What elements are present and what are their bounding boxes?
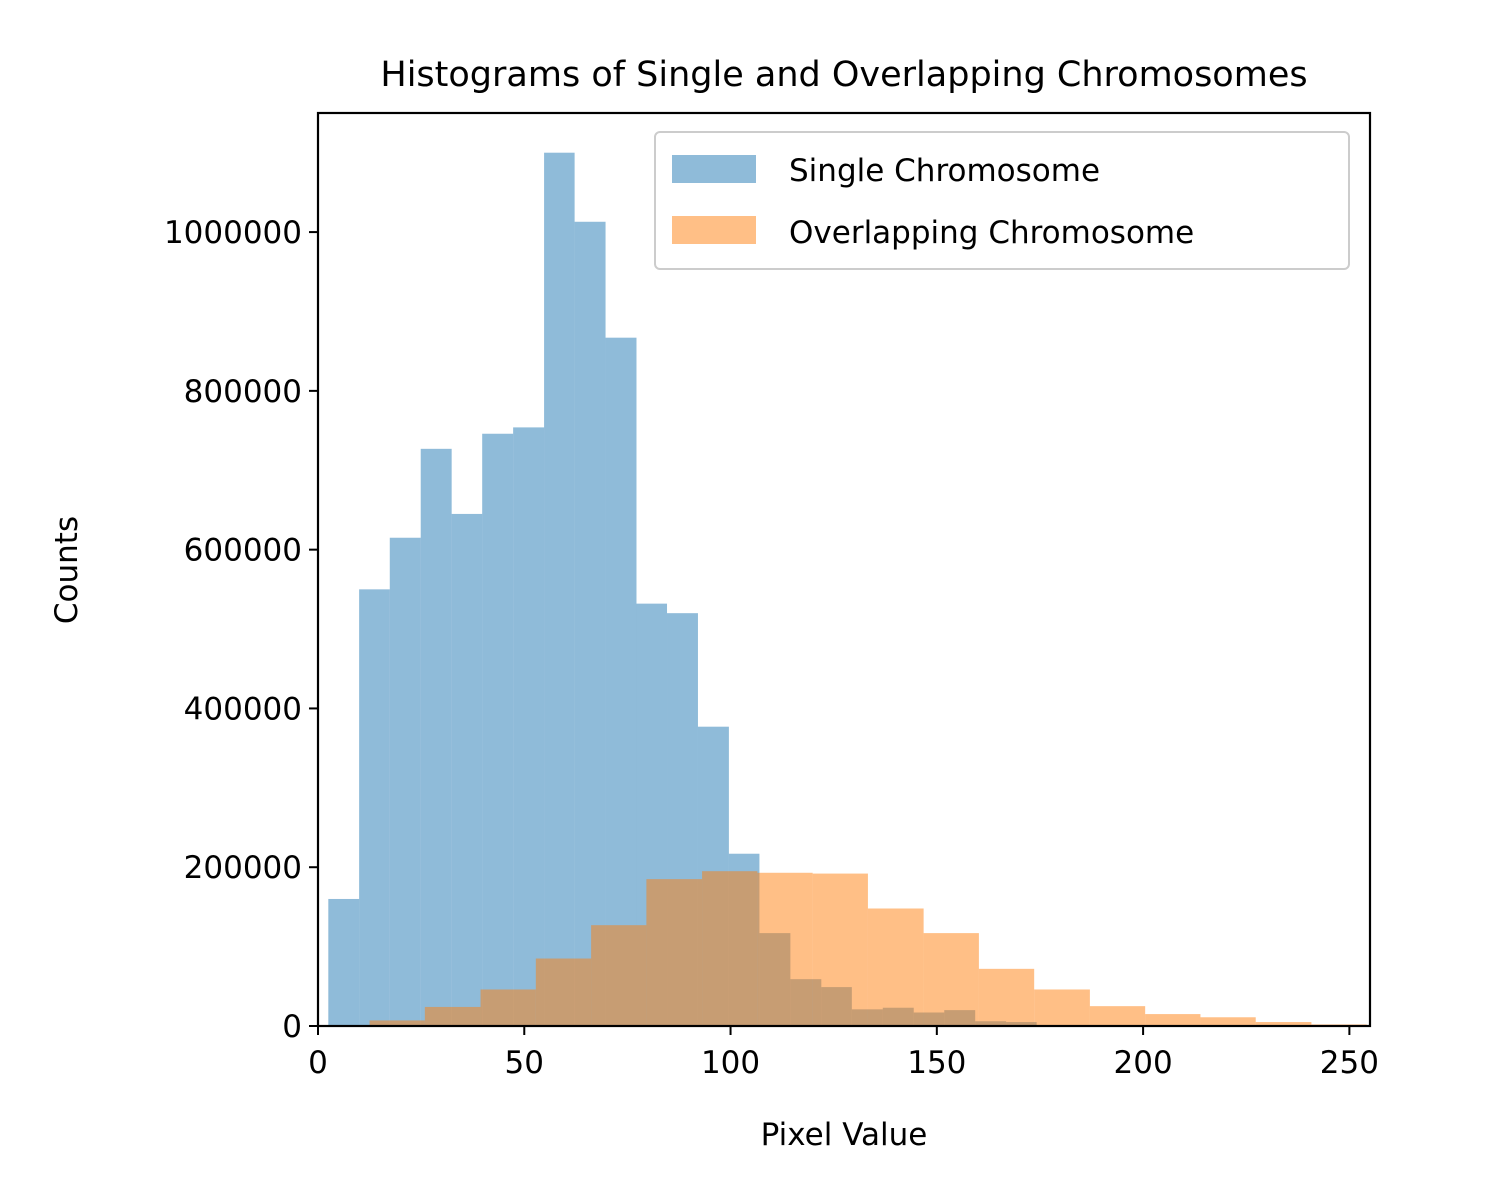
legend-label-overlapping: Overlapping Chromosome <box>789 215 1194 251</box>
histogram-bar <box>812 873 868 1026</box>
histogram-bar <box>513 427 545 1026</box>
y-tick-label: 400000 <box>184 691 302 727</box>
histogram-bar <box>1145 1014 1201 1026</box>
legend-box <box>654 131 1350 270</box>
histogram-bar <box>923 933 979 1026</box>
chart-title: Histograms of Single and Overlapping Chr… <box>380 55 1307 95</box>
histogram-bar <box>369 1020 425 1026</box>
histogram-bar <box>1200 1017 1256 1026</box>
histogram-bar <box>451 513 483 1026</box>
y-axis-ticks: 0 200000 400000 600000 800000 1000000 <box>164 215 318 1045</box>
histogram-bar <box>1255 1022 1312 1026</box>
y-tick-label: 800000 <box>184 374 302 410</box>
x-tick-label: 150 <box>907 1045 966 1081</box>
x-tick-label: 200 <box>1114 1045 1173 1081</box>
histogram-bar <box>389 537 421 1026</box>
legend-swatch-single <box>672 155 756 183</box>
histogram-bar <box>535 958 592 1026</box>
axes-frame <box>316 111 1372 1028</box>
histogram-bar <box>574 221 606 1026</box>
histogram-bar <box>359 589 390 1026</box>
histogram-bar <box>867 908 924 1026</box>
plot-area <box>328 152 1367 1027</box>
series-overlapping <box>369 871 1367 1026</box>
histogram-bar <box>591 925 647 1026</box>
x-axis-label: Pixel Value <box>761 1117 928 1153</box>
legend-swatch-overlapping <box>672 216 756 244</box>
histogram-bar <box>605 337 637 1026</box>
histogram-bar <box>424 1006 481 1026</box>
histogram-bar <box>482 433 514 1026</box>
histogram-bar <box>544 152 575 1026</box>
histogram-bar <box>978 968 1035 1026</box>
histogram-bar <box>480 989 536 1026</box>
y-tick-label: 600000 <box>184 533 302 569</box>
x-tick-label: 100 <box>701 1045 760 1081</box>
x-tick-label: 50 <box>505 1045 544 1081</box>
histogram-bar <box>646 879 703 1026</box>
histogram-bar <box>420 448 452 1027</box>
y-tick-label: 1000000 <box>164 215 302 251</box>
x-tick-label: 0 <box>308 1045 328 1081</box>
y-axis-label: Counts <box>49 516 85 624</box>
x-axis-ticks: 0 50 100 150 200 250 <box>308 1026 1379 1081</box>
legend-label-single: Single Chromosome <box>789 153 1100 189</box>
histogram-bar <box>702 871 758 1026</box>
legend: Single Chromosome Overlapping Chromosome <box>654 131 1350 270</box>
histogram-bar <box>757 872 813 1026</box>
y-tick-label: 200000 <box>184 850 302 886</box>
x-tick-label: 250 <box>1320 1045 1379 1081</box>
histogram-bar <box>1034 989 1090 1026</box>
y-tick-label: 0 <box>282 1009 302 1045</box>
histogram-bar <box>328 898 360 1026</box>
histogram-bar <box>1089 1006 1146 1026</box>
